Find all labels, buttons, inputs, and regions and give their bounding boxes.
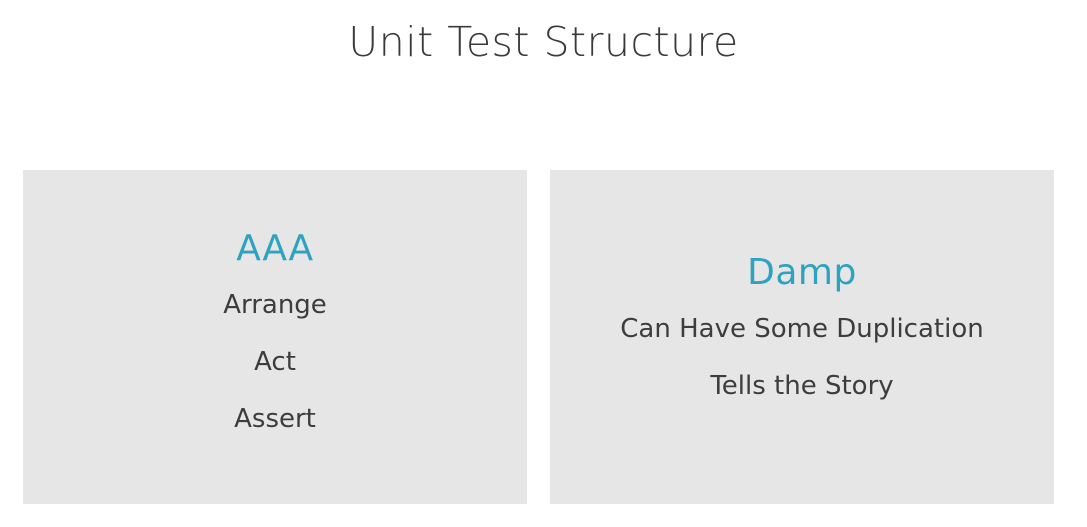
list-item-act: Act xyxy=(254,346,296,377)
slide-title: Unit Test Structure xyxy=(348,18,739,66)
damp-heading: Damp xyxy=(747,252,857,293)
list-item-arrange: Arrange xyxy=(223,289,327,320)
aaa-list: Arrange Act Assert xyxy=(223,277,327,448)
damp-panel: Damp Can Have Some Duplication Tells the… xyxy=(550,170,1054,504)
list-item-duplication: Can Have Some Duplication xyxy=(620,314,984,344)
aaa-heading: AAA xyxy=(236,227,314,269)
damp-list: Can Have Some Duplication Tells the Stor… xyxy=(620,301,983,415)
list-item-assert: Assert xyxy=(234,403,316,434)
list-item-story: Tells the Story xyxy=(710,371,894,401)
aaa-panel: AAA Arrange Act Assert xyxy=(23,170,527,504)
